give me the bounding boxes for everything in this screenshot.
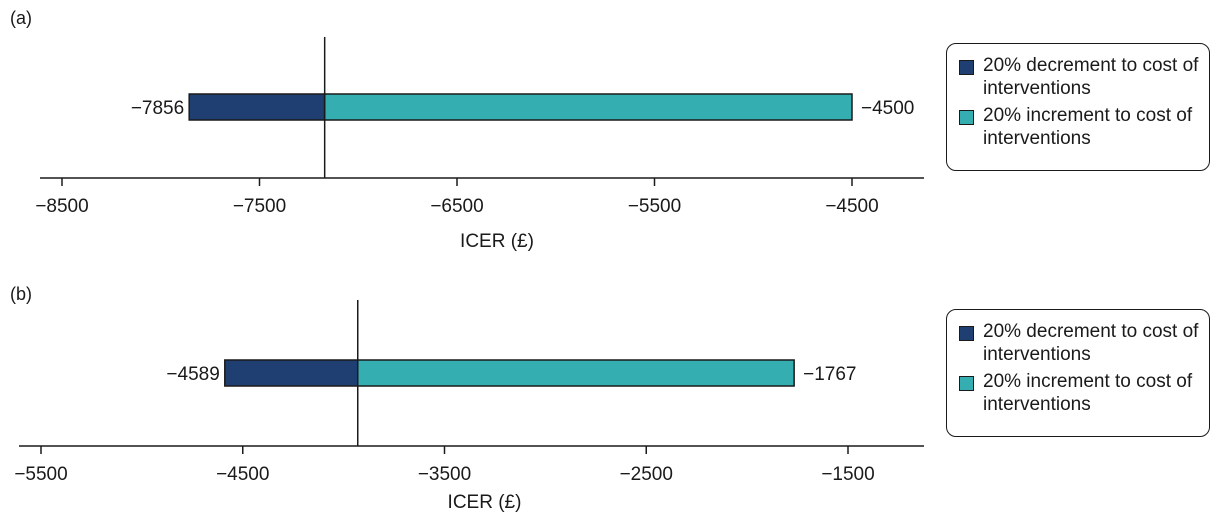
data-label-increment-b: −1767	[803, 364, 856, 385]
x-tick-label-b: −1500	[821, 464, 874, 485]
bar-increment-a	[323, 93, 853, 121]
bar-decrement-a	[188, 93, 326, 121]
bar-increment-b	[356, 359, 795, 387]
x-axis-label-b: ICER (£)	[448, 492, 522, 513]
data-label-increment-a: −4500	[861, 98, 914, 119]
x-tick-label-a: −4500	[825, 196, 878, 217]
legend-label-decrement: 20% decrement to cost of interventions	[983, 55, 1199, 99]
x-tick-label-a: −6500	[430, 196, 483, 217]
data-label-decrement-b: −4589	[166, 364, 219, 385]
legend-item-increment: 20% increment to cost of interventions	[959, 104, 1203, 150]
legend-label-increment: 20% increment to cost of interventions	[983, 371, 1193, 415]
bar-decrement-b	[224, 359, 359, 387]
x-tick-label-b: −4500	[216, 464, 269, 485]
legend-swatch-increment	[959, 110, 974, 125]
x-tick-label-b: −3500	[418, 464, 471, 485]
legend-a: 20% decrement to cost of interventions 2…	[946, 43, 1210, 171]
legend-swatch-decrement	[959, 326, 974, 341]
x-tick-label-a: −5500	[628, 196, 681, 217]
legend-b: 20% decrement to cost of interventions 2…	[946, 309, 1210, 437]
legend-swatch-increment	[959, 376, 974, 391]
legend-item-increment: 20% increment to cost of interventions	[959, 370, 1203, 416]
legend-swatch-decrement	[959, 60, 974, 75]
x-tick-label-b: −5500	[14, 464, 67, 485]
x-axis-label-a: ICER (£)	[460, 231, 534, 252]
x-tick-label-a: −8500	[35, 196, 88, 217]
panel-label-b: (b)	[10, 284, 32, 304]
x-tick-label-a: −7500	[233, 196, 286, 217]
panel-label-a: (a)	[10, 8, 32, 28]
x-tick-label-b: −2500	[620, 464, 673, 485]
legend-item-decrement: 20% decrement to cost of interventions	[959, 320, 1203, 366]
legend-label-decrement: 20% decrement to cost of interventions	[983, 321, 1199, 365]
legend-item-decrement: 20% decrement to cost of interventions	[959, 54, 1203, 100]
legend-label-increment: 20% increment to cost of interventions	[983, 105, 1193, 149]
data-label-decrement-a: −7856	[131, 98, 184, 119]
